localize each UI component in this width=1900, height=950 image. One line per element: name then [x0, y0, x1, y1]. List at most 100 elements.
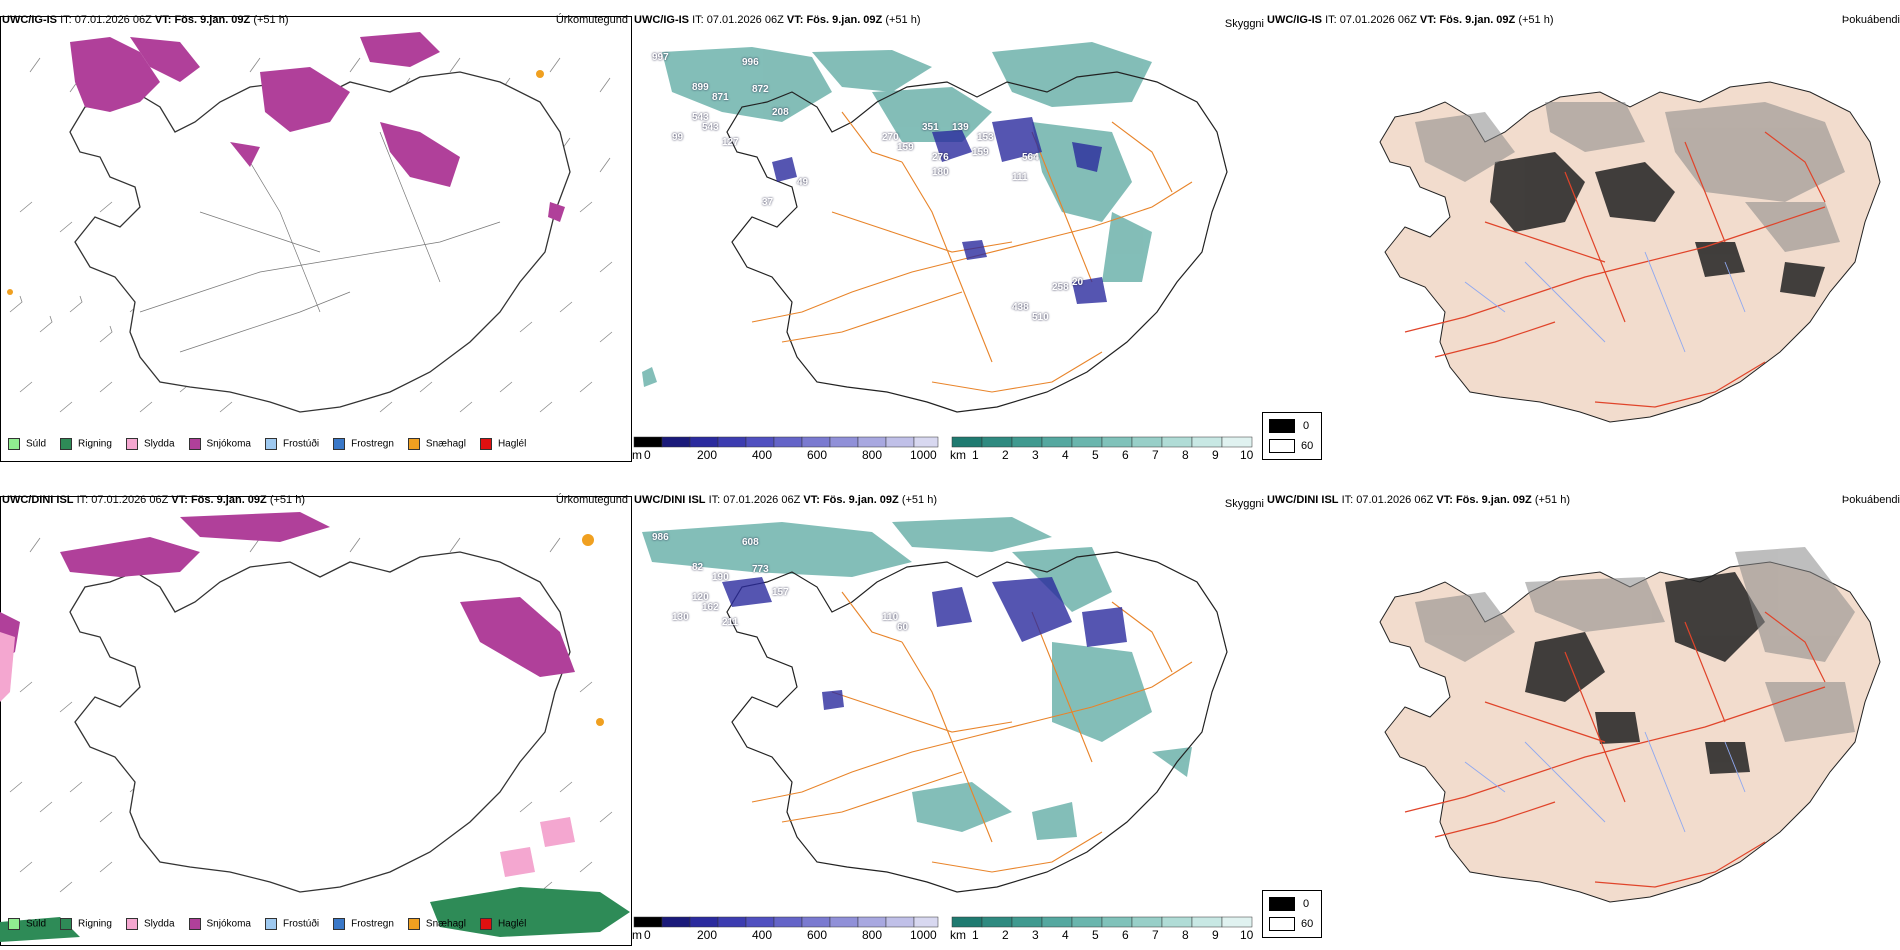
ceiling-label: 211 — [722, 617, 739, 628]
ceiling-tick: 0 — [644, 448, 651, 462]
ceiling-tick: 0 — [644, 928, 651, 942]
precip-panel-bottom: UWC/DINI ISL IT: 07.01.2026 06Z VT: Fös.… — [0, 492, 632, 950]
ceiling-label: 159 — [897, 142, 914, 153]
ceiling-areas-top — [772, 117, 1107, 304]
fog-black-swatch — [1269, 419, 1295, 433]
vis-tick: 5 — [1092, 448, 1099, 462]
ceiling-label: 997 — [652, 52, 669, 63]
fog-legend-top: 0 60 — [1262, 412, 1322, 460]
ceiling-label: 258 — [1052, 282, 1069, 293]
ceiling-label: 127 — [722, 137, 739, 148]
legend-item: Súld — [8, 918, 46, 930]
roads-cloud-bottom — [751, 591, 1193, 873]
ceiling-label: 986 — [652, 532, 669, 543]
ceiling-label: 130 — [672, 612, 689, 623]
iceland-outline-cloud-top — [726, 71, 1228, 413]
precip-frame-bottom — [0, 496, 632, 946]
legend-item: Rigning — [60, 918, 112, 930]
ceiling-colorbar-top: m 0 200 400 600 800 1000 — [632, 436, 942, 462]
ceiling-label: 438 — [1012, 302, 1029, 313]
ceiling-label: 608 — [742, 537, 759, 548]
legend-item: Súld — [8, 438, 46, 450]
legend-item: Frostúði — [264, 438, 319, 450]
ceiling-label: 510 — [1032, 312, 1049, 323]
ceiling-label: 120 — [692, 592, 709, 603]
iceland-outline-bottom — [69, 551, 571, 893]
cloud-panel-top: UWC/IG-IS IT: 07.01.2026 06Z VT: Fös. 9.… — [632, 12, 1272, 462]
roads-top — [139, 131, 501, 353]
legend-item: Frostúði — [264, 918, 319, 930]
legend-item: Frostregn — [333, 438, 394, 450]
header-fog-bottom: UWC/DINI ISL IT: 07.01.2026 06Z VT: Fös.… — [1267, 494, 1570, 506]
vis-tick: 2 — [1002, 928, 1009, 942]
ceiling-tick: 600 — [807, 928, 828, 942]
fog-panel-bottom: UWC/DINI ISL IT: 07.01.2026 06Z VT: Fös.… — [1265, 492, 1900, 950]
snow-areas-bottom — [0, 512, 575, 677]
ceiling-label: 139 — [952, 122, 969, 133]
vis-tick: 10 — [1240, 448, 1254, 462]
legend-item: Snjókoma — [188, 438, 251, 450]
roads-fog-top — [1404, 131, 1826, 408]
vis-tick: 10 — [1240, 928, 1254, 942]
vis-tick: 3 — [1032, 448, 1039, 462]
vt-value: Fös. 9.jan. 09Z — [174, 14, 251, 26]
sleet-areas-bottom — [0, 632, 575, 877]
vis-tick: 7 — [1152, 448, 1159, 462]
vis-tick: 5 — [1092, 928, 1099, 942]
model-name: UWC/IG-IS — [2, 14, 57, 26]
rivers-fog-bottom — [1464, 731, 1746, 833]
legend-item: Haglél — [479, 438, 526, 450]
visibility-colorbar-swatches — [951, 436, 1253, 448]
graupel-spots-bottom — [582, 534, 604, 726]
header-precip-bottom: UWC/DINI ISL IT: 07.01.2026 06Z VT: Fös.… — [2, 494, 305, 506]
ceiling-label: 773 — [752, 564, 769, 575]
ceiling-label: 99 — [672, 132, 684, 143]
fog-map-top — [1379, 81, 1881, 423]
ceiling-label: 871 — [712, 92, 729, 103]
ceiling-tick: 1000 — [910, 928, 937, 942]
ceiling-label: 159 — [972, 147, 989, 158]
header-cloud-top: UWC/IG-IS IT: 07.01.2026 06Z VT: Fös. 9.… — [634, 14, 921, 26]
legend-item: Rigning — [60, 438, 112, 450]
panel-title-fog-bottom: Þokuábendi — [1841, 494, 1900, 506]
ceiling-label: 153 — [977, 132, 994, 143]
precip-legend-top: Súld Rigning Slydda Snjókoma Frostúði Fr… — [8, 438, 526, 450]
vis-tick: 8 — [1182, 448, 1189, 462]
ceiling-label: 20 — [1072, 277, 1084, 288]
fog-white-swatch — [1269, 439, 1295, 453]
ceiling-label: 180 — [932, 167, 949, 178]
ceiling-tick: 800 — [862, 928, 883, 942]
lead-time: (+51 h) — [253, 14, 289, 26]
ceiling-label: 111 — [1012, 172, 1028, 183]
fog-dark-areas-bottom — [1525, 572, 1765, 774]
it-label: IT: — [60, 14, 72, 26]
vt-label: VT: — [154, 14, 172, 26]
ceiling-tick: 200 — [697, 928, 718, 942]
vis-tick: 1 — [972, 448, 979, 462]
panel-title-precip-top: Úrkomutegund — [555, 14, 628, 26]
fog-map-bottom — [1379, 547, 1881, 903]
ceiling-label: 276 — [932, 152, 949, 163]
snow-areas-top — [70, 32, 565, 222]
ceiling-label: 351 — [922, 122, 939, 133]
legend-item: Snæhagl — [407, 438, 466, 450]
header-cloud-bottom: UWC/DINI ISL IT: 07.01.2026 06Z VT: Fös.… — [634, 494, 937, 506]
ceiling-tick: 400 — [752, 448, 773, 462]
fog-white-swatch — [1269, 917, 1295, 931]
header-fog-top: UWC/IG-IS IT: 07.01.2026 06Z VT: Fös. 9.… — [1267, 14, 1554, 26]
fog-grey-areas-bottom — [1415, 547, 1855, 742]
rivers-fog-top — [1464, 251, 1746, 353]
vis-tick: 4 — [1062, 448, 1069, 462]
precip-legend-bottom: Súld Rigning Slydda Snjókoma Frostúði Fr… — [8, 918, 526, 930]
vis-tick: 4 — [1062, 928, 1069, 942]
ceiling-areas-bottom — [722, 577, 1127, 710]
cloud-map-bottom — [642, 517, 1228, 893]
ceiling-colorbar-swatches — [633, 916, 939, 928]
precip-map-bottom — [0, 512, 630, 942]
fog-black-label: 0 — [1303, 898, 1310, 910]
ceiling-label: 162 — [702, 602, 719, 613]
fog-white-label: 60 — [1301, 440, 1314, 452]
panel-title-cloud-bottom: Skyggni — [1224, 498, 1264, 510]
ceiling-tick: 400 — [752, 928, 773, 942]
visibility-colorbar-swatches — [951, 916, 1253, 928]
